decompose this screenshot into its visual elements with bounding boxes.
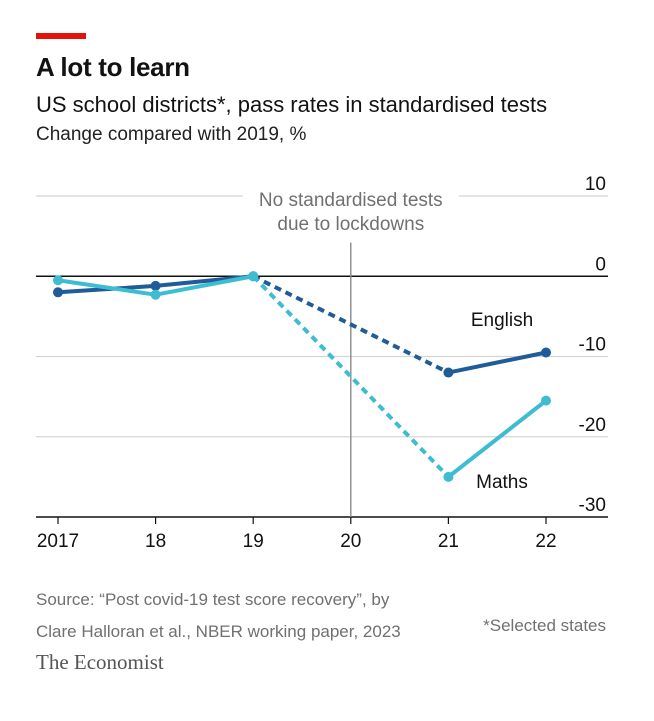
footnote: *Selected states — [483, 616, 606, 635]
data-point — [541, 395, 551, 406]
data-point — [53, 287, 63, 298]
y-tick-label: 0 — [595, 254, 606, 275]
x-tick-label: 20 — [340, 531, 361, 552]
source-note: Source: “Post covid-19 test score recove… — [36, 584, 401, 648]
data-point — [248, 271, 259, 282]
x-tick-label: 19 — [243, 531, 264, 552]
series-dashed-line — [252, 274, 450, 375]
series-dashed-line — [251, 274, 450, 479]
x-tick-label: 18 — [145, 531, 166, 552]
data-point — [541, 347, 551, 358]
data-point — [443, 471, 454, 482]
source-line-1: Source: “Post covid-19 test score recove… — [36, 590, 390, 609]
line-chart: 2017 18 19 20 21 22 10 0 -10 -20 -30 No standardise… — [36, 174, 608, 552]
accent-bar — [36, 33, 86, 39]
y-tick-label: -10 — [579, 335, 606, 356]
annotation-background — [242, 183, 459, 236]
x-tick-label: 22 — [535, 531, 556, 552]
chart-title: A lot to learn — [36, 52, 190, 82]
data-point — [150, 280, 161, 291]
series-label-maths: Maths — [476, 472, 528, 493]
series-label-english: English — [471, 310, 533, 331]
data-point — [53, 275, 63, 286]
chart-subtitle: US school districts*, pass rates in stan… — [36, 92, 548, 117]
y-tick-label: 10 — [585, 174, 606, 195]
x-tick-label: 21 — [438, 531, 459, 552]
series-line — [447, 399, 548, 479]
brand-wordmark: The Economist — [36, 650, 164, 674]
y-tick-label: -20 — [579, 415, 606, 436]
y-tick-label: -30 — [579, 495, 606, 516]
series-line — [447, 350, 547, 375]
x-tick-label: 2017 — [37, 531, 79, 552]
source-line-2: Clare Halloran et al., NBER working pape… — [36, 622, 401, 641]
annotation-text: due to lockdowns — [277, 214, 424, 235]
data-point — [443, 367, 454, 378]
annotation-text: No standardised tests — [259, 190, 443, 211]
chart-unit-note: Change compared with 2019, % — [36, 124, 307, 145]
data-point — [150, 289, 161, 300]
